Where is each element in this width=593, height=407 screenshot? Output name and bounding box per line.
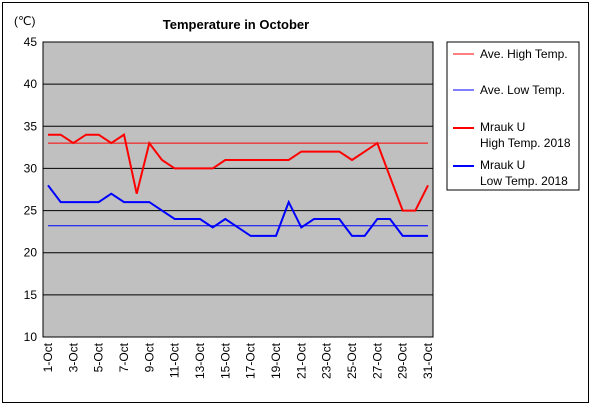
x-tick-label: 27-Oct <box>370 342 384 379</box>
x-tick-label: 17-Oct <box>244 342 258 379</box>
chart-title: Temperature in October <box>163 17 309 32</box>
unit-label: (℃) <box>14 14 35 28</box>
x-tick-label: 1-Oct <box>41 342 55 372</box>
y-tick-label: 10 <box>24 330 38 344</box>
x-axis-ticks: 1-Oct 3-Oct 5-Oct 7-Oct 9-Oct 11-Oct 13-Oct 15-… <box>41 342 435 379</box>
x-tick-label: 29-Oct <box>396 342 410 379</box>
x-tick-label: 11-Oct <box>168 342 182 378</box>
y-tick-label: 20 <box>24 246 38 260</box>
plot-area <box>42 41 434 338</box>
y-axis-ticks: 45 40 35 30 25 20 15 10 <box>24 35 38 344</box>
legend-label-1: Ave. High Temp. <box>480 47 568 61</box>
y-tick-label: 30 <box>24 161 38 175</box>
legend: Ave. High Temp. Ave. Low Temp. Mrauk U High… <box>453 47 571 188</box>
series-line-3 <box>48 133 429 212</box>
y-tick-label: 40 <box>24 77 38 91</box>
x-tick-label: 31-Oct <box>421 342 435 379</box>
y-tick-label: 45 <box>24 35 38 49</box>
x-tick-label: 19-Oct <box>269 342 283 379</box>
x-tick-label: 15-Oct <box>218 342 232 379</box>
legend-label-2: Ave. Low Temp. <box>480 83 565 97</box>
series-lines <box>47 133 429 237</box>
legend-label-4: Mrauk U Low Temp. 2018 <box>480 158 568 188</box>
x-tick-label: 13-Oct <box>193 342 207 379</box>
x-tick-label: 25-Oct <box>345 342 359 379</box>
series-line-4 <box>47 184 428 237</box>
y-tick-label: 25 <box>24 204 38 218</box>
chart-frame <box>2 2 589 403</box>
x-tick-label: 5-Oct <box>92 342 106 372</box>
x-tick-label: 23-Oct <box>320 342 334 379</box>
x-tick-label: 9-Oct <box>142 342 156 372</box>
legend-label-3: Mrauk U High Temp. 2018 <box>480 120 571 150</box>
y-tick-label: 35 <box>24 119 38 133</box>
x-tick-label: 3-Oct <box>66 342 80 372</box>
x-tick-label: 7-Oct <box>117 342 131 372</box>
x-tick-label: 21-Oct <box>294 342 308 379</box>
y-tick-label: 15 <box>24 288 38 302</box>
grid-lines <box>43 83 433 296</box>
